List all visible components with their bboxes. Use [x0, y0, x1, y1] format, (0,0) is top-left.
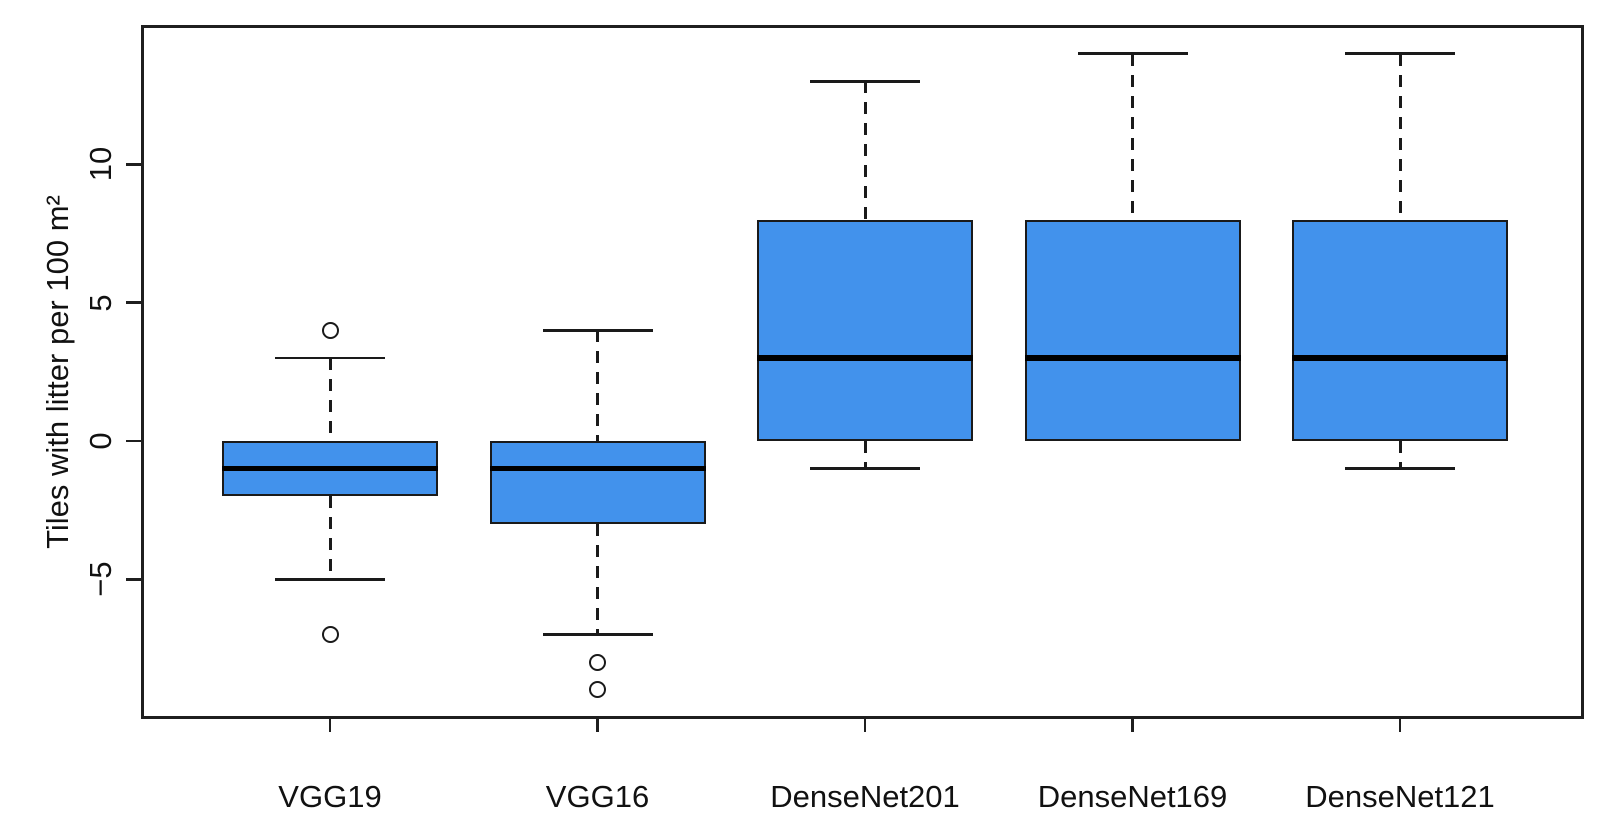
- box-densenet121: [1292, 219, 1508, 441]
- whisker-lower-vgg19: [328, 496, 332, 580]
- x-tick-mark: [863, 717, 867, 732]
- outlier-vgg19: [321, 626, 339, 644]
- y-tick-label: 10: [83, 147, 118, 182]
- y-tick-mark: [126, 163, 141, 166]
- whisker-lower-densenet201: [863, 441, 867, 469]
- y-tick-mark: [126, 301, 141, 304]
- whisker-upper-densenet121: [1398, 53, 1402, 220]
- x-axis-label-densenet201: DenseNet201: [770, 779, 960, 814]
- outlier-vgg19: [321, 321, 339, 339]
- outlier-vgg16: [589, 681, 606, 699]
- x-axis-label-vgg16: VGG16: [545, 779, 650, 814]
- median-densenet201: [757, 355, 973, 361]
- x-tick-mark: [328, 717, 332, 732]
- y-tick-label: 5: [83, 294, 118, 312]
- x-axis-label-vgg19: VGG19: [278, 779, 382, 814]
- whisker-upper-densenet201: [863, 81, 867, 220]
- y-tick-label: 0: [83, 432, 118, 450]
- whisker-cap-lower-densenet201: [810, 467, 920, 470]
- x-axis-label-densenet121: DenseNet121: [1305, 779, 1495, 814]
- x-tick-mark: [1398, 717, 1402, 732]
- whisker-upper-vgg16: [596, 330, 599, 441]
- whisker-upper-vgg19: [328, 358, 332, 441]
- box-densenet169: [1024, 219, 1241, 441]
- whisker-lower-vgg16: [596, 523, 599, 635]
- whisker-cap-lower-vgg19: [275, 578, 385, 581]
- whisker-cap-lower-densenet121: [1345, 467, 1455, 470]
- x-tick-mark: [596, 717, 599, 732]
- y-tick-label: −5: [83, 561, 118, 597]
- plot-area: [141, 25, 1584, 719]
- whisker-cap-upper-densenet201: [810, 80, 920, 83]
- whisker-cap-upper-densenet121: [1345, 52, 1455, 55]
- median-vgg19: [222, 465, 438, 472]
- whisker-cap-upper-densenet169: [1077, 52, 1188, 55]
- whisker-cap-lower-vgg16: [542, 633, 653, 636]
- median-densenet169: [1024, 355, 1241, 361]
- x-axis-label-densenet169: DenseNet169: [1037, 779, 1228, 814]
- whisker-upper-densenet169: [1131, 53, 1134, 220]
- x-tick-mark: [1131, 717, 1134, 732]
- outlier-vgg16: [589, 653, 606, 671]
- box-vgg16: [489, 441, 706, 524]
- y-tick-mark: [126, 439, 141, 443]
- median-densenet121: [1292, 355, 1508, 361]
- whisker-cap-upper-vgg19: [275, 356, 385, 360]
- whisker-lower-densenet121: [1398, 441, 1402, 469]
- box-densenet201: [757, 219, 973, 441]
- y-tick-mark: [126, 578, 141, 581]
- y-axis-title: Tiles with litter per 100 m²: [40, 195, 75, 549]
- median-vgg16: [489, 465, 706, 472]
- whisker-cap-upper-vgg16: [542, 329, 653, 332]
